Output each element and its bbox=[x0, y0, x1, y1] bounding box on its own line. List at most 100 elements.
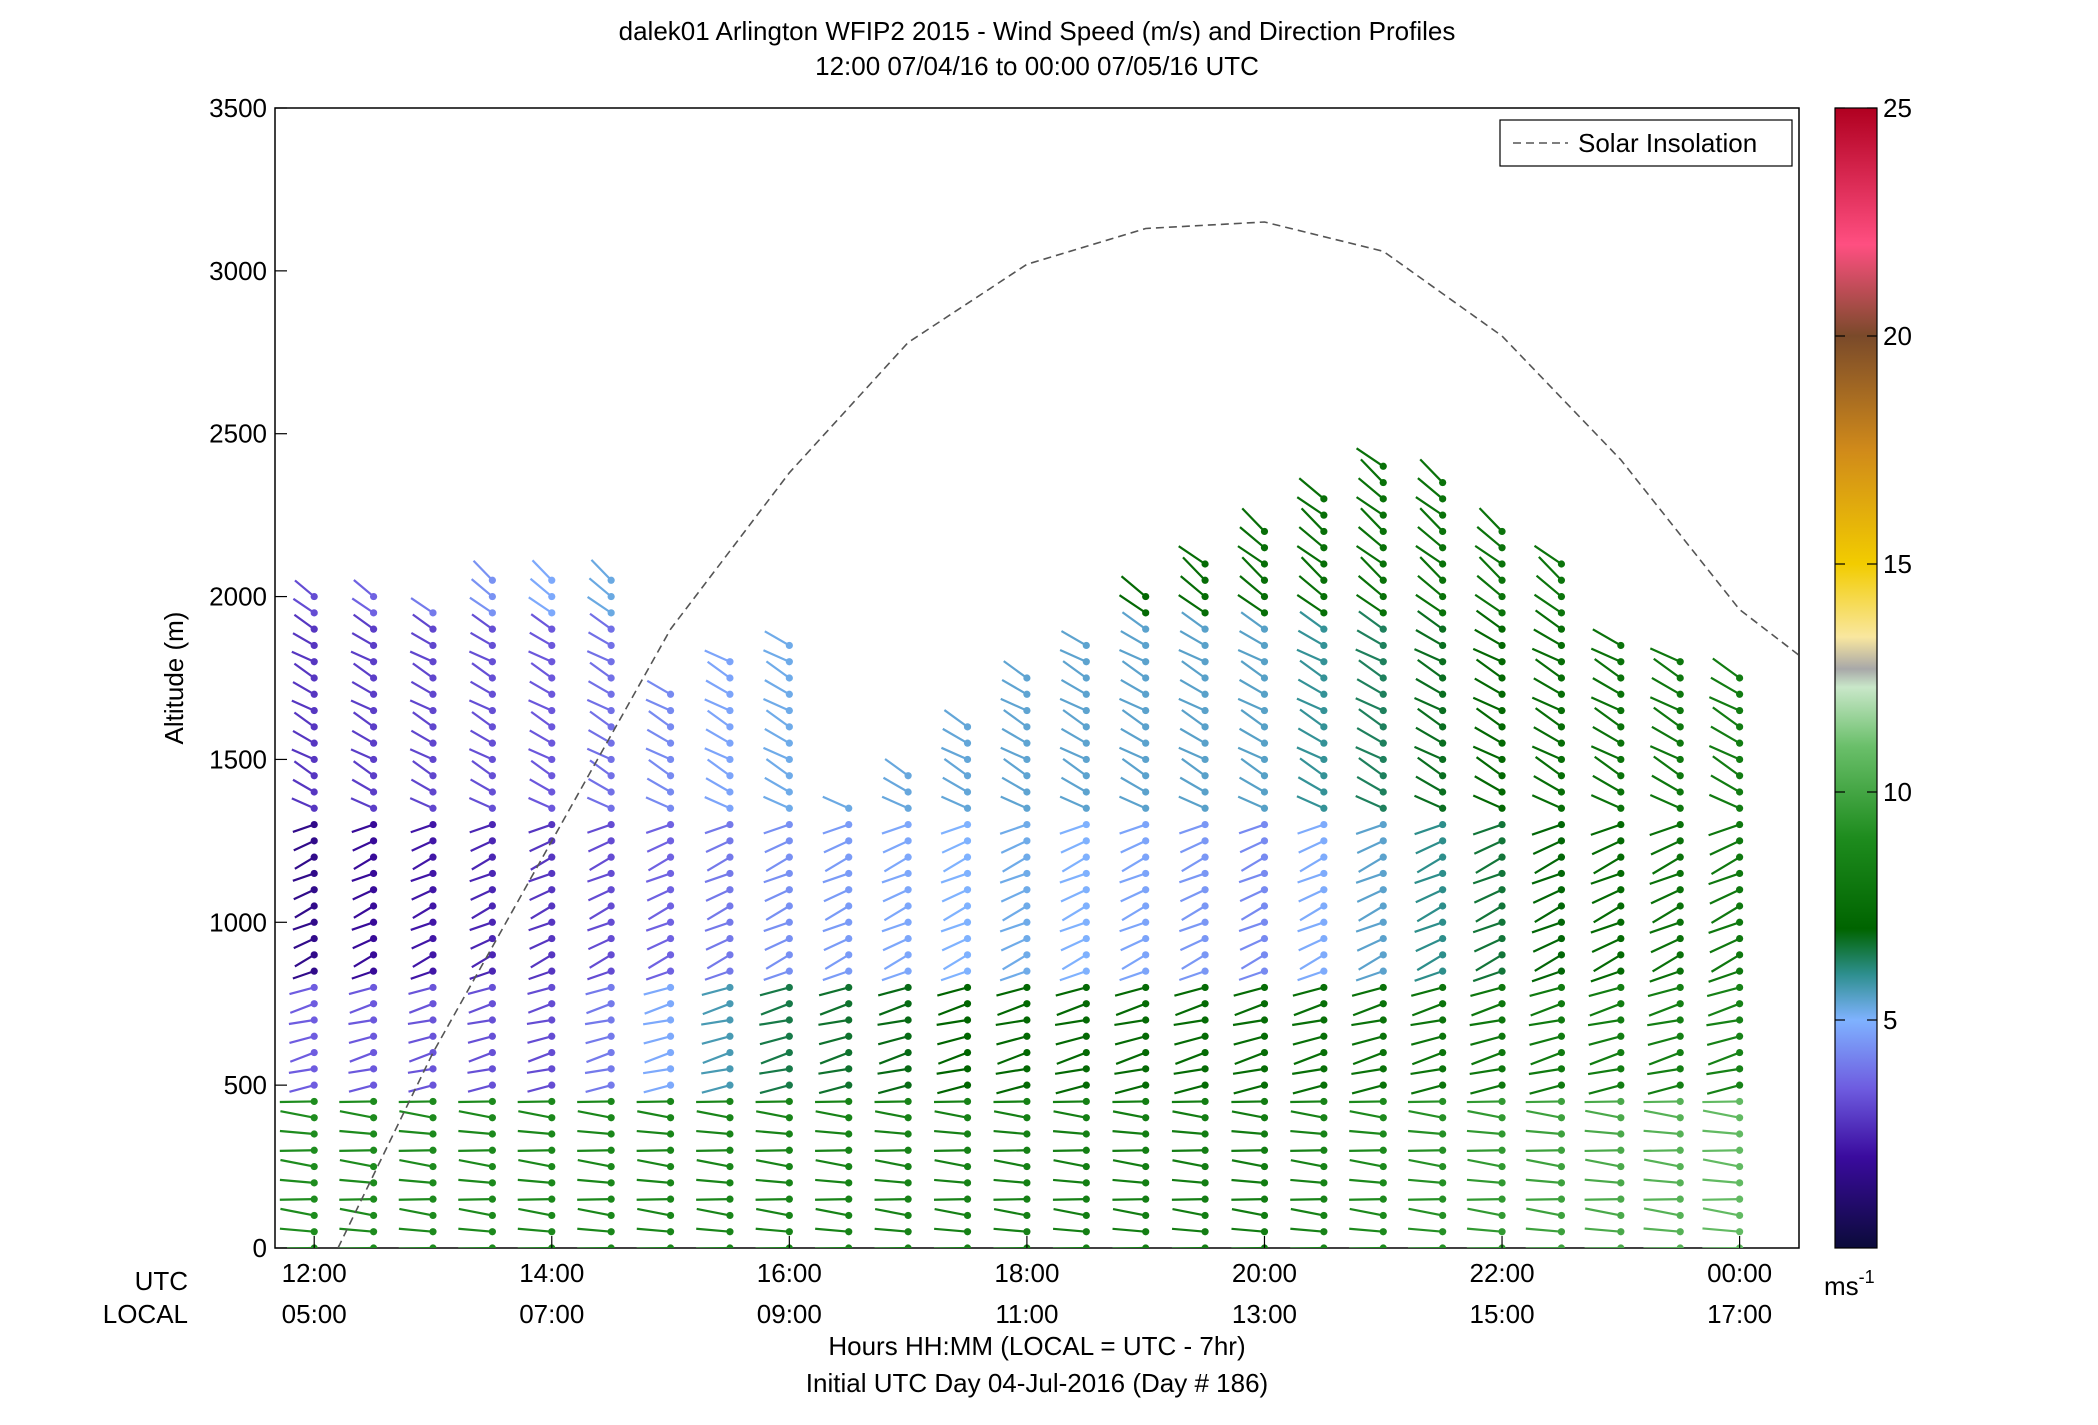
wind-barb-shaft bbox=[1414, 794, 1444, 810]
wind-barb-point bbox=[726, 739, 734, 747]
wind-barb bbox=[587, 967, 615, 981]
wind-barb bbox=[1173, 1065, 1209, 1075]
wind-barb-shaft bbox=[1652, 953, 1681, 973]
wind-barb bbox=[696, 1244, 734, 1248]
wind-barb-shaft bbox=[1469, 1018, 1503, 1027]
wind-barb bbox=[1179, 776, 1209, 796]
wind-barb-point bbox=[845, 1211, 853, 1220]
wind-barb bbox=[351, 729, 378, 747]
wind-barb bbox=[589, 661, 615, 682]
wind-barb bbox=[882, 837, 912, 854]
wind-barb-point bbox=[785, 658, 793, 666]
wind-barb-shaft bbox=[1171, 1227, 1206, 1233]
wind-barb bbox=[882, 934, 912, 952]
wind-barb bbox=[587, 918, 615, 932]
wind-barb bbox=[410, 729, 437, 747]
wind-barb-shaft bbox=[1709, 839, 1741, 856]
wind-barb bbox=[1532, 837, 1566, 856]
wind-barb-point bbox=[1439, 1016, 1447, 1024]
wind-barb-point bbox=[845, 951, 853, 959]
wind-barb-point bbox=[310, 1162, 318, 1171]
solar-insolation-line bbox=[337, 221, 1799, 1248]
wind-barb-point bbox=[726, 1195, 734, 1203]
wind-barb bbox=[823, 837, 853, 854]
wind-barb-point bbox=[1379, 495, 1387, 503]
wind-barb-shaft bbox=[1181, 709, 1206, 728]
wind-barb-shaft bbox=[1472, 696, 1503, 712]
wind-barb bbox=[1238, 630, 1269, 650]
wind-barb-shaft bbox=[704, 747, 731, 761]
wind-barb-point bbox=[726, 788, 734, 796]
wind-barb bbox=[824, 951, 853, 970]
x-tick-label-utc: 16:00 bbox=[757, 1258, 822, 1288]
wind-barb-shaft bbox=[467, 1035, 493, 1044]
wind-barb-point bbox=[1320, 772, 1328, 780]
wind-barb-shaft bbox=[1114, 986, 1146, 997]
wind-barb bbox=[1529, 983, 1566, 998]
wind-barb-shaft bbox=[1702, 1178, 1740, 1184]
wind-barb-shaft bbox=[874, 1129, 909, 1136]
wind-barb bbox=[1594, 706, 1625, 731]
wind-barb-point bbox=[1379, 983, 1387, 992]
wind-barb-shaft bbox=[1712, 706, 1741, 728]
wind-barb-point bbox=[1082, 658, 1090, 666]
wind-barb-shaft bbox=[1592, 628, 1622, 647]
wind-barb-shaft bbox=[1120, 630, 1147, 647]
wind-barb-shaft bbox=[1591, 888, 1622, 905]
wind-barb-point bbox=[1201, 1000, 1209, 1008]
wind-barb-shaft bbox=[1052, 1149, 1087, 1152]
wind-barb bbox=[1533, 544, 1566, 568]
wind-barb bbox=[1178, 869, 1209, 884]
wind-barb-point bbox=[548, 1048, 556, 1057]
wind-barb bbox=[526, 1065, 556, 1074]
wind-barb bbox=[458, 1227, 496, 1236]
wind-barb-shaft bbox=[279, 1198, 315, 1201]
wind-barb-point bbox=[963, 772, 972, 780]
wind-barb-shaft bbox=[993, 1129, 1027, 1136]
wind-barb bbox=[1593, 951, 1625, 973]
wind-barb bbox=[1651, 676, 1684, 698]
wind-barb-point bbox=[429, 1211, 437, 1220]
wind-barb bbox=[1355, 869, 1387, 884]
wind-barb-shaft bbox=[471, 662, 494, 679]
wind-barb bbox=[527, 1048, 556, 1063]
wind-barb-point bbox=[1617, 837, 1625, 845]
wind-barb-point bbox=[1498, 576, 1506, 584]
wind-barb-point bbox=[1023, 690, 1031, 698]
wind-barb bbox=[993, 1110, 1031, 1122]
wind-barb bbox=[1649, 967, 1684, 983]
wind-barb-shaft bbox=[1590, 696, 1622, 712]
wind-barb bbox=[1648, 1048, 1684, 1066]
wind-barb bbox=[1407, 1244, 1447, 1248]
wind-barb-point bbox=[1617, 641, 1625, 650]
wind-barb bbox=[819, 1000, 853, 1016]
wind-barb-point bbox=[488, 983, 496, 992]
wind-barb bbox=[353, 579, 378, 601]
wind-barb bbox=[288, 1065, 318, 1074]
wind-barb-shaft bbox=[647, 856, 672, 872]
wind-barb bbox=[517, 1097, 556, 1106]
wind-barb-shaft bbox=[279, 1100, 315, 1104]
wind-barb-shaft bbox=[1061, 856, 1087, 873]
wind-barb-point bbox=[369, 1048, 378, 1057]
wind-barb-shaft bbox=[1121, 856, 1147, 873]
wind-barb bbox=[1525, 1178, 1566, 1187]
wind-barb-shaft bbox=[1643, 1129, 1681, 1136]
wind-barb-shaft bbox=[940, 795, 968, 810]
wind-barb-point bbox=[1617, 1195, 1625, 1203]
wind-barb-point bbox=[963, 1244, 972, 1248]
wind-barb-point bbox=[369, 804, 378, 812]
wind-barb-point bbox=[1023, 967, 1031, 975]
wind-barb-point bbox=[1736, 1130, 1744, 1138]
wind-barb-point bbox=[1736, 983, 1744, 992]
wind-barb-shaft bbox=[1415, 937, 1444, 953]
wind-barb bbox=[1475, 951, 1506, 972]
wind-barb-point bbox=[1142, 592, 1150, 601]
wind-barb-shaft bbox=[1706, 1035, 1740, 1047]
wind-barb-point bbox=[1320, 886, 1328, 894]
wind-barb-shaft bbox=[1293, 1051, 1325, 1066]
wind-barb-shaft bbox=[339, 1149, 374, 1152]
wind-barb bbox=[936, 1065, 972, 1075]
wind-barb-point bbox=[1320, 674, 1328, 682]
wind-barb bbox=[1475, 658, 1506, 682]
